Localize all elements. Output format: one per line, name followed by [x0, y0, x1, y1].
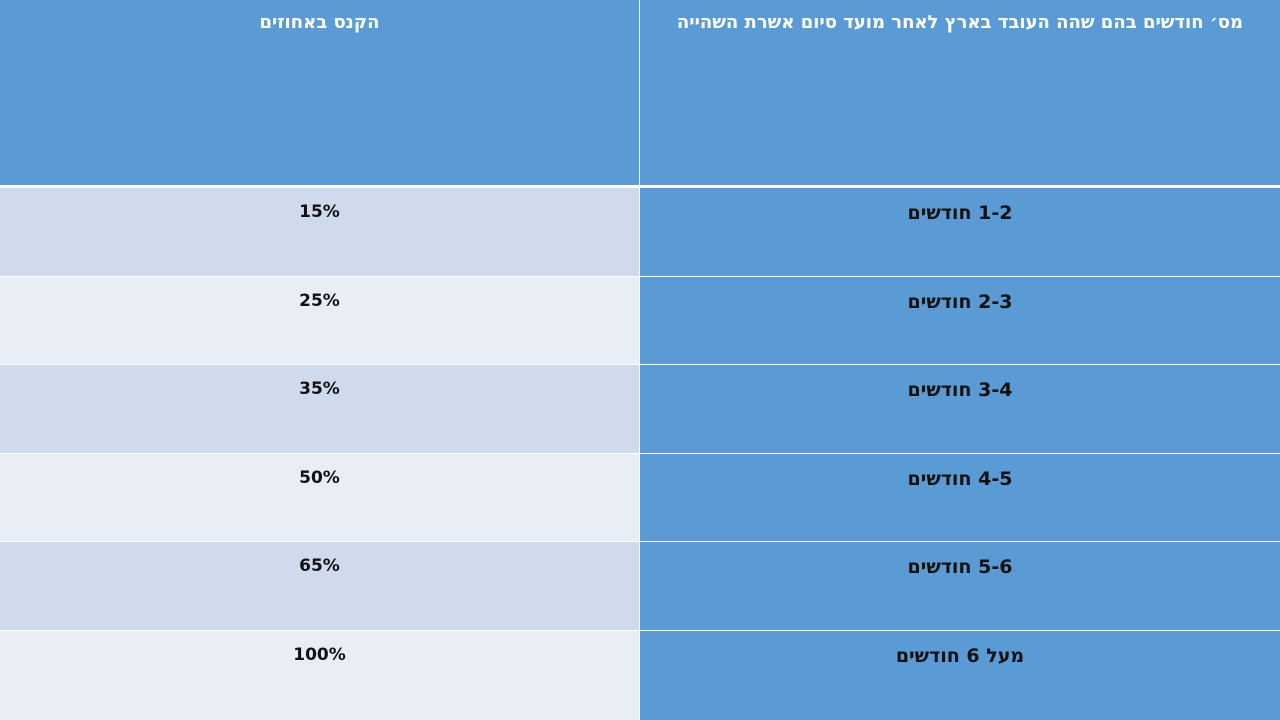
penalty-cell: 65% [0, 542, 640, 630]
table-header-row: הקנס באחוזים מס׳ חודשים בהם שהה העובד בא… [0, 0, 1280, 188]
penalty-cell: 100% [0, 630, 640, 720]
header-months-stayed: מס׳ חודשים בהם שהה העובד בארץ לאחר מועד … [640, 0, 1280, 185]
header-penalty-percent: הקנס באחוזים [0, 0, 640, 185]
table-row: 50% 4-5 חודשים [0, 453, 1280, 542]
months-cell: 4-5 חודשים [640, 453, 1280, 541]
months-cell: 2-3 חודשים [640, 276, 1280, 364]
months-cell: 1-2 חודשים [640, 188, 1280, 276]
penalty-cell: 15% [0, 188, 640, 276]
months-cell: מעל 6 חודשים [640, 630, 1280, 720]
months-cell: 3-4 חודשים [640, 365, 1280, 453]
table-row: 100% מעל 6 חודשים [0, 630, 1280, 720]
table-row: 65% 5-6 חודשים [0, 542, 1280, 631]
penalty-cell: 50% [0, 453, 640, 541]
penalty-cell: 25% [0, 276, 640, 364]
table-row: 15% 1-2 חודשים [0, 188, 1280, 277]
table-row: 35% 3-4 חודשים [0, 365, 1280, 454]
months-cell: 5-6 חודשים [640, 542, 1280, 630]
table-row: 25% 2-3 חודשים [0, 276, 1280, 365]
penalty-cell: 35% [0, 365, 640, 453]
